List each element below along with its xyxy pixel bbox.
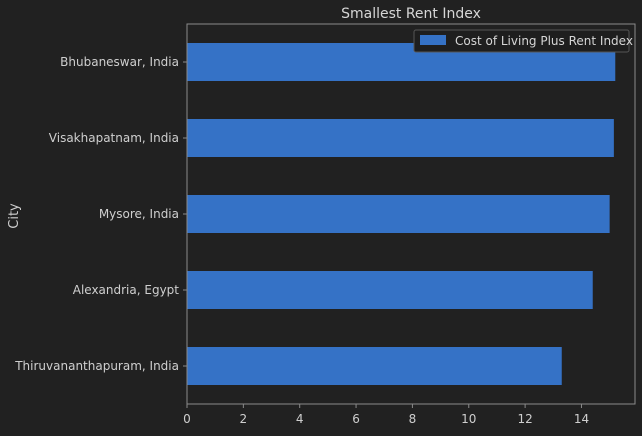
y-tick-label: Bhubaneswar, India	[60, 55, 179, 69]
y-tick-label: Mysore, India	[99, 207, 179, 221]
x-tick-label: 2	[240, 412, 248, 426]
chart-title: Smallest Rent Index	[341, 6, 481, 22]
legend-box	[413, 29, 630, 53]
bar	[187, 119, 614, 157]
legend-label: Cost of Living Plus Rent Index	[455, 34, 633, 48]
x-tick-label: 10	[461, 412, 476, 426]
bar	[187, 195, 610, 233]
y-axis-label: City	[7, 203, 22, 229]
x-tick-label: 6	[352, 412, 360, 426]
legend: Cost of Living Plus Rent Index	[413, 29, 633, 53]
x-tick-label: 0	[183, 412, 191, 426]
x-tick-label: 8	[409, 412, 417, 426]
y-tick-label: Visakhapatnam, India	[49, 131, 179, 145]
y-tick-label: Thiruvananthapuram, India	[14, 359, 179, 373]
x-tick-label: 4	[296, 412, 304, 426]
axes-frame	[186, 23, 636, 405]
x-tick-label: 12	[517, 412, 532, 426]
x-tick-label: 14	[574, 412, 589, 426]
legend-swatch	[420, 35, 446, 45]
y-tick-label: Alexandria, Egypt	[73, 283, 180, 297]
bar	[187, 347, 562, 385]
bar	[187, 271, 593, 309]
